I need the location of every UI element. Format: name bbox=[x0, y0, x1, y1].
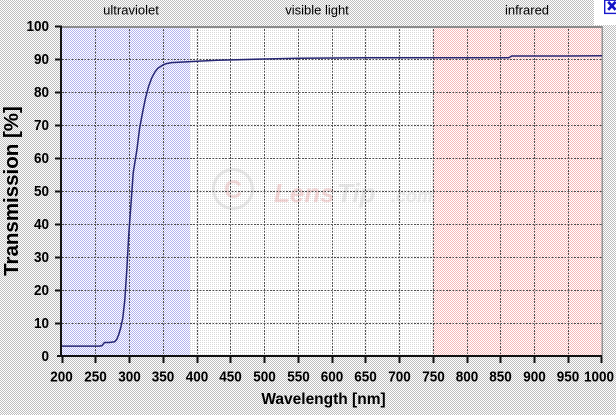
svg-text:450: 450 bbox=[219, 369, 242, 386]
svg-text:0: 0 bbox=[41, 348, 49, 365]
svg-text:600: 600 bbox=[321, 369, 344, 386]
svg-text:90: 90 bbox=[34, 51, 49, 68]
svg-text:200: 200 bbox=[50, 369, 73, 386]
svg-text:1000: 1000 bbox=[584, 369, 614, 386]
svg-text:250: 250 bbox=[84, 369, 107, 386]
svg-text:80: 80 bbox=[34, 84, 49, 101]
svg-text:70: 70 bbox=[34, 117, 49, 134]
svg-text:50: 50 bbox=[34, 183, 49, 200]
svg-text:950: 950 bbox=[557, 369, 580, 386]
svg-text:infrared: infrared bbox=[505, 3, 549, 18]
svg-text:Transmission [%]: Transmission [%] bbox=[0, 106, 23, 276]
svg-text:Wavelength [nm]: Wavelength [nm] bbox=[261, 391, 385, 408]
svg-text:ultraviolet: ultraviolet bbox=[103, 3, 159, 18]
svg-text:700: 700 bbox=[388, 369, 411, 386]
svg-text:400: 400 bbox=[186, 369, 209, 386]
svg-text:20: 20 bbox=[34, 282, 49, 299]
svg-text:Tip: Tip bbox=[337, 178, 376, 208]
svg-text:100: 100 bbox=[27, 18, 50, 35]
svg-text:350: 350 bbox=[152, 369, 175, 386]
svg-text:40: 40 bbox=[34, 216, 49, 233]
svg-text:60: 60 bbox=[34, 150, 49, 167]
svg-text:300: 300 bbox=[118, 369, 141, 386]
svg-text:750: 750 bbox=[422, 369, 445, 386]
svg-text:550: 550 bbox=[287, 369, 310, 386]
svg-text:C: C bbox=[224, 176, 242, 204]
svg-text:10: 10 bbox=[34, 315, 49, 332]
svg-text:Lens: Lens bbox=[274, 178, 335, 208]
svg-text:800: 800 bbox=[456, 369, 479, 386]
svg-text:visible light: visible light bbox=[285, 3, 349, 18]
svg-text:.com: .com bbox=[391, 186, 433, 206]
svg-text:850: 850 bbox=[489, 369, 512, 386]
svg-text:900: 900 bbox=[523, 369, 546, 386]
svg-text:30: 30 bbox=[34, 249, 49, 266]
svg-text:650: 650 bbox=[354, 369, 377, 386]
svg-text:500: 500 bbox=[253, 369, 276, 386]
